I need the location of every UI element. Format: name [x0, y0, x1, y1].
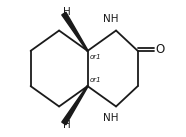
Polygon shape	[62, 86, 88, 125]
Text: NH: NH	[103, 113, 118, 123]
Text: O: O	[155, 43, 165, 56]
Text: or1: or1	[90, 77, 101, 83]
Polygon shape	[62, 12, 88, 51]
Text: or1: or1	[90, 54, 101, 60]
Text: H: H	[63, 120, 71, 130]
Text: NH: NH	[103, 14, 118, 24]
Text: H: H	[63, 7, 71, 17]
